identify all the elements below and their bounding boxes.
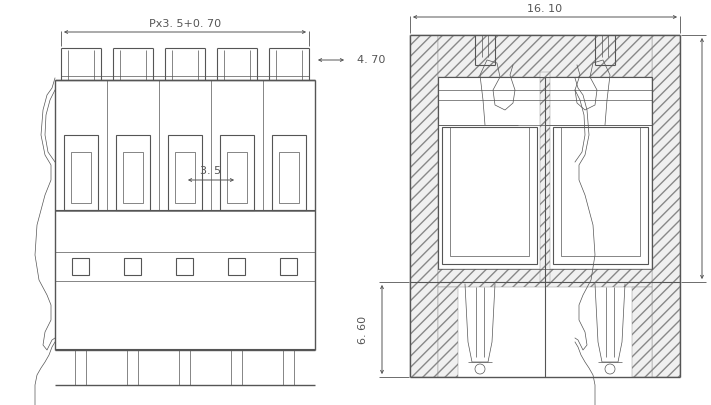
Bar [75,350,86,385]
Text: 3. 5: 3. 5 [201,166,222,176]
Bar [283,350,294,385]
Bar [442,127,537,264]
Text: 4. 70: 4. 70 [357,55,385,65]
Text: 6. 60: 6. 60 [358,315,368,343]
Bar [280,258,297,275]
Bar [632,287,652,377]
Bar [127,350,138,385]
Bar [124,258,141,275]
Bar [227,152,247,203]
Text: 16. 10: 16. 10 [528,4,562,14]
Bar [279,152,299,203]
Bar [438,35,652,77]
Bar [176,258,193,275]
Bar [410,35,438,377]
Bar [116,135,150,210]
Bar [64,135,98,210]
Bar [72,258,89,275]
Bar [220,135,254,210]
Bar [179,350,190,385]
Bar [272,135,306,210]
Bar [123,152,143,203]
Bar [540,72,550,282]
Bar [71,152,91,203]
Bar [652,35,680,377]
Text: Px3. 5+0. 70: Px3. 5+0. 70 [149,19,221,29]
Bar [561,127,640,256]
Bar [228,258,245,275]
Bar [438,287,458,377]
Bar [553,127,648,264]
Bar [450,127,529,256]
Bar [168,135,202,210]
Bar [438,269,652,287]
Bar [175,152,195,203]
Bar [231,350,242,385]
